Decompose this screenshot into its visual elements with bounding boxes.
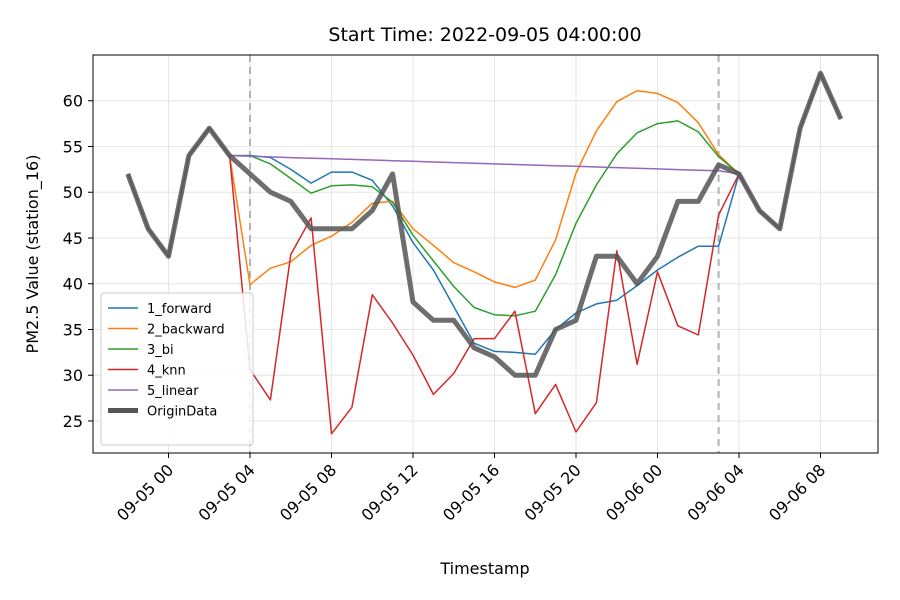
legend-label: 1_forward bbox=[147, 302, 212, 317]
legend-label: OriginData bbox=[147, 405, 217, 420]
y-tick-label: 55 bbox=[63, 137, 83, 156]
legend-box bbox=[100, 292, 254, 446]
series-line-5_linear bbox=[127, 72, 842, 258]
y-axis-title: PM2.5 Value (station_16) bbox=[23, 155, 43, 354]
vertical-markers bbox=[249, 55, 720, 453]
y-tick-label: 50 bbox=[63, 183, 83, 202]
y-tick-label: 40 bbox=[63, 275, 83, 294]
y-tick-label: 35 bbox=[63, 320, 83, 339]
series-line-OriginData bbox=[125, 70, 844, 378]
grid bbox=[93, 55, 878, 453]
x-axis-title: Timestamp bbox=[439, 559, 529, 578]
y-tick-label: 25 bbox=[63, 412, 83, 431]
chart-title: Start Time: 2022-09-05 04:00:00 bbox=[328, 24, 641, 46]
legend-label: 3_bi bbox=[147, 343, 174, 358]
y-tick-label: 30 bbox=[63, 366, 83, 385]
series-line-2_backward bbox=[127, 72, 842, 289]
y-axis: 25 30 35 40 45 50 55 60 bbox=[63, 92, 93, 431]
y-tick-label: 60 bbox=[63, 92, 83, 111]
legend-label: 5_linear bbox=[147, 384, 199, 399]
y-tick-label: 45 bbox=[63, 229, 83, 248]
legend: 1_forward 2_backward 3_bi 4_knn 5_linear Orig… bbox=[100, 292, 254, 446]
plot-frame bbox=[92, 54, 879, 454]
legend-label: 4_knn bbox=[147, 364, 186, 379]
legend-label: 2_backward bbox=[147, 323, 225, 338]
